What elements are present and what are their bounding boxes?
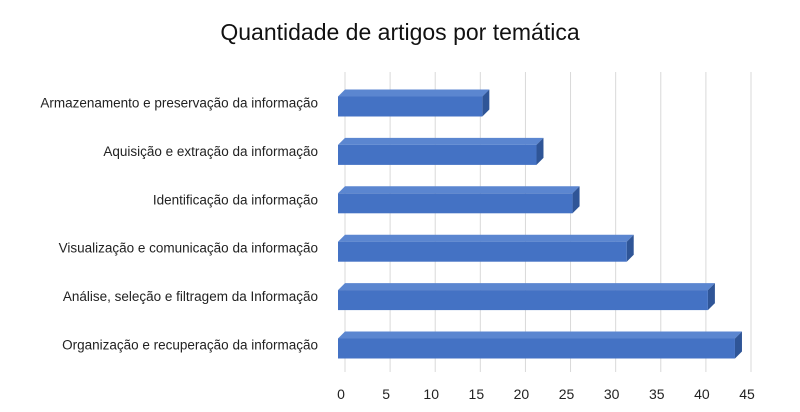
bar-top-face	[338, 137, 544, 145]
bar-front-face	[338, 290, 708, 311]
bar-top-face	[338, 186, 580, 194]
bar-front-face	[338, 193, 573, 214]
bar-side-face	[536, 137, 544, 165]
x-axis-ticks: 0 5 10 15 20 25 30 35 40 45	[337, 386, 755, 402]
category-label: Organização e recuperação da informação	[62, 338, 318, 353]
gridlines	[344, 72, 752, 372]
bar-front-face	[338, 144, 537, 165]
bar-side-face	[707, 283, 715, 311]
x-tick-label: 35	[649, 386, 665, 402]
x-tick-label: 10	[423, 386, 439, 402]
x-tick-label: 40	[694, 386, 710, 402]
bar-top-face	[338, 89, 490, 97]
chart-title: Quantidade de artigos por temática	[220, 19, 579, 45]
category-labels: Armazenamento e preservação da informaçã…	[40, 96, 318, 353]
bar-side-face	[734, 331, 742, 359]
bar-top-face	[338, 234, 634, 242]
bar-front-face	[338, 241, 627, 262]
bar	[338, 89, 490, 117]
x-tick-label: 30	[604, 386, 620, 402]
bar	[338, 137, 544, 165]
bar	[338, 283, 715, 311]
bar-front-face	[338, 338, 735, 359]
category-label: Aquisição e extração da informação	[103, 144, 318, 159]
bar-front-face	[338, 96, 483, 117]
bar	[338, 186, 580, 214]
x-tick-label: 15	[469, 386, 485, 402]
x-tick-label: 5	[382, 386, 390, 402]
bar-side-face	[482, 89, 490, 117]
bar-top-face	[338, 331, 742, 339]
x-tick-label: 45	[739, 386, 755, 402]
x-tick-label: 0	[337, 386, 345, 402]
bar-top-face	[338, 283, 715, 291]
bar	[338, 331, 742, 359]
x-tick-label: 25	[559, 386, 575, 402]
bar-side-face	[626, 234, 634, 262]
category-label: Identificação da informação	[153, 192, 318, 207]
bars	[338, 89, 742, 359]
category-label: Visualização e comunicação da informação	[59, 241, 318, 256]
x-tick-label: 20	[514, 386, 530, 402]
bar	[338, 234, 634, 262]
category-label: Análise, seleção e filtragem da Informaç…	[63, 289, 318, 304]
bar-side-face	[572, 186, 580, 214]
category-label: Armazenamento e preservação da informaçã…	[40, 96, 318, 111]
